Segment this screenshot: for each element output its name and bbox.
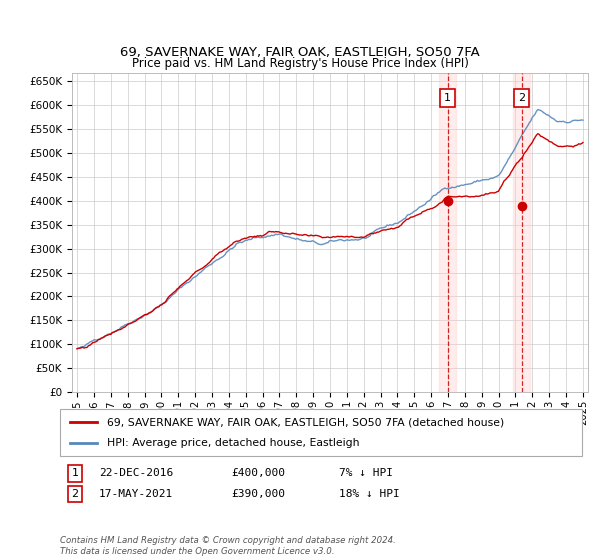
Text: 2: 2 xyxy=(71,489,79,499)
Text: £400,000: £400,000 xyxy=(231,468,285,478)
Text: 1: 1 xyxy=(71,468,79,478)
Text: 69, SAVERNAKE WAY, FAIR OAK, EASTLEIGH, SO50 7FA: 69, SAVERNAKE WAY, FAIR OAK, EASTLEIGH, … xyxy=(120,46,480,59)
Text: 7% ↓ HPI: 7% ↓ HPI xyxy=(339,468,393,478)
Text: Price paid vs. HM Land Registry's House Price Index (HPI): Price paid vs. HM Land Registry's House … xyxy=(131,57,469,70)
Bar xyxy=(513,73,530,392)
FancyBboxPatch shape xyxy=(60,409,582,456)
Text: 1: 1 xyxy=(444,93,451,103)
Text: 17-MAY-2021: 17-MAY-2021 xyxy=(99,489,173,499)
Text: 69, SAVERNAKE WAY, FAIR OAK, EASTLEIGH, SO50 7FA (detached house): 69, SAVERNAKE WAY, FAIR OAK, EASTLEIGH, … xyxy=(107,417,504,427)
Text: 18% ↓ HPI: 18% ↓ HPI xyxy=(339,489,400,499)
Text: Contains HM Land Registry data © Crown copyright and database right 2024.
This d: Contains HM Land Registry data © Crown c… xyxy=(60,536,396,556)
Text: 2: 2 xyxy=(518,93,525,103)
Bar xyxy=(439,73,456,392)
Text: £390,000: £390,000 xyxy=(231,489,285,499)
Text: 22-DEC-2016: 22-DEC-2016 xyxy=(99,468,173,478)
Text: HPI: Average price, detached house, Eastleigh: HPI: Average price, detached house, East… xyxy=(107,438,359,448)
